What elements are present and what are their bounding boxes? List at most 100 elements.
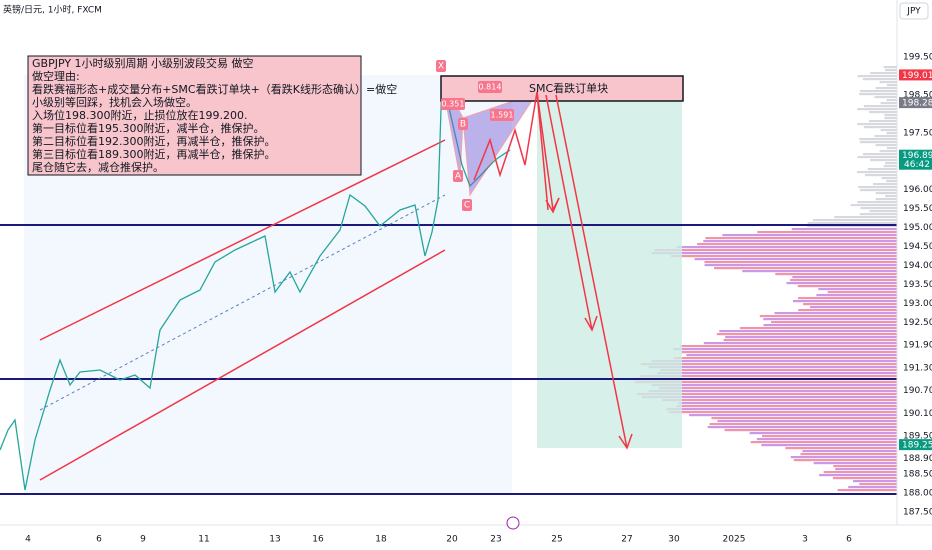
profile-bar (857, 171, 897, 174)
profile-bar (790, 279, 897, 282)
currency: JPY (906, 7, 921, 17)
profile-bar (879, 81, 897, 84)
profile-bar (717, 420, 897, 423)
profile-bar (884, 114, 897, 117)
profile-bar (883, 165, 897, 168)
note-line: 尾仓随它去，减仓推保护。 (32, 160, 164, 174)
profile-bar (648, 390, 897, 393)
profile-bar (837, 489, 897, 492)
profile-bar (680, 345, 897, 348)
profile-bar (763, 318, 897, 321)
profile-bar (641, 396, 897, 399)
profile-bar (875, 87, 897, 90)
price-label: 195.500 (903, 204, 932, 214)
profile-bar (651, 252, 897, 255)
profile-bar (681, 351, 897, 354)
target-arrow (555, 94, 628, 449)
price-label: 187.500 (903, 507, 932, 517)
price-label: 192.500 (903, 318, 932, 328)
profile-bar (756, 438, 897, 441)
note-line: 第二目标位看192.300附近，再减半仓，推保护。 (32, 134, 276, 148)
profile-bar (874, 96, 897, 99)
profile-bar (714, 267, 897, 270)
time-label: 11 (198, 535, 209, 545)
profile-bar (816, 294, 897, 297)
profile-bar (689, 414, 897, 417)
profile-bar (850, 204, 897, 207)
profile-bar (885, 195, 897, 198)
profile-bar (703, 240, 897, 243)
profile-bar (686, 354, 897, 357)
profile-bar (853, 480, 897, 483)
profile-bar (719, 330, 897, 333)
profile-bar (722, 234, 897, 237)
profile-bar (749, 432, 897, 435)
profile-bar (666, 408, 897, 411)
profile-bar (886, 147, 897, 150)
profile-bar (862, 153, 897, 156)
price-highlight-label: 199.014 (902, 71, 932, 81)
profile-bar (651, 384, 897, 387)
time-label: 3 (802, 535, 808, 545)
profile-bar (819, 474, 897, 477)
profile-bar (883, 66, 897, 69)
profile-bar (863, 126, 897, 129)
profile-bar (648, 366, 897, 369)
arrow-head (545, 197, 560, 214)
profile-bar (757, 231, 897, 234)
profile-bar (857, 75, 897, 78)
profile-bar (662, 399, 897, 402)
profile-bar (886, 84, 897, 87)
profile-bar (798, 309, 897, 312)
profile-bar (886, 132, 897, 135)
event-icon[interactable] (506, 516, 520, 530)
ratio-label: 1.591 (491, 111, 514, 120)
profile-bar (792, 276, 897, 279)
profile-bar (862, 78, 897, 81)
pattern-point-box (462, 199, 472, 211)
profile-bar (870, 72, 897, 75)
profile-bar (697, 243, 897, 246)
profile-bar (711, 417, 897, 420)
profile-bar (860, 189, 897, 192)
time-label: 18 (375, 535, 387, 545)
profile-bar (640, 363, 897, 366)
price-label: 188.500 (903, 469, 932, 479)
profile-bar (786, 282, 897, 285)
countdown: 46:42 (904, 160, 930, 170)
price-label: 196.000 (903, 185, 932, 195)
note-box (27, 55, 362, 176)
ratio-box (478, 81, 502, 93)
price-label: 194.000 (903, 261, 932, 271)
profile-bar (636, 393, 897, 396)
profile-bar (770, 321, 897, 324)
profile-bar (812, 219, 897, 222)
pattern-point-box (436, 60, 446, 72)
time-label: 20 (446, 535, 458, 545)
price-highlight-label: 189.259 (902, 441, 932, 451)
profile-bar (705, 237, 897, 240)
profile-bar (813, 462, 897, 465)
profile-bar (639, 375, 897, 378)
profile-bar (880, 102, 897, 105)
profile-bar (835, 468, 897, 471)
arrow-head (618, 433, 633, 450)
profile-bar (672, 348, 897, 351)
profile-bar (859, 138, 897, 141)
profile-bar (670, 255, 897, 258)
profile-bar (834, 216, 897, 219)
note-line: 入场位198.300附近，止损位放在199.200. (32, 108, 247, 122)
profile-bar (864, 174, 897, 177)
profile-bar (785, 447, 897, 450)
ratio-box (490, 109, 514, 121)
profile-bar (858, 186, 897, 189)
pattern-point: X (438, 62, 444, 72)
profile-bar (863, 105, 897, 108)
channel-mid (39, 194, 446, 411)
pattern-bcd (462, 92, 539, 197)
profile-bar (762, 435, 897, 438)
profile-bar (676, 405, 897, 408)
note-text: GBPJPY 1小时级别周期 小级别波段交易 做空做空理由:看跌赛福形态+成交量… (32, 56, 397, 174)
price-label: 193.000 (903, 299, 932, 309)
